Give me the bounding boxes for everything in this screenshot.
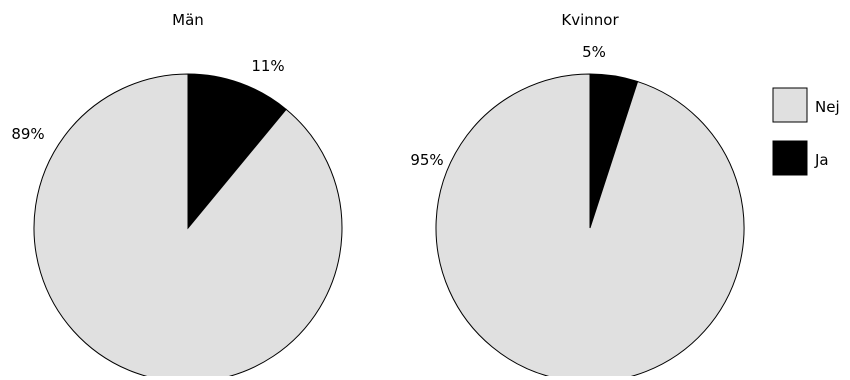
chart-title-man: Män — [172, 11, 204, 29]
pie-slices-kvinnor — [435, 73, 745, 380]
legend: Nej Ja — [772, 87, 840, 176]
pie-slices-man — [33, 73, 343, 380]
legend-label-nej: Nej — [815, 98, 840, 116]
pie-slice-man-ja — [187, 73, 287, 230]
pie-chart-kvinnor: Kvinnor 95% 5% — [410, 11, 745, 380]
pie-chart-man: Män 89% 11% — [11, 11, 343, 380]
chart-title-kvinnor: Kvinnor — [561, 11, 619, 29]
pie-slice-man-nej — [33, 73, 343, 380]
slice-label-man-ja: 11% — [251, 57, 284, 75]
legend-label-ja: Ja — [814, 151, 829, 169]
legend-swatch-ja — [772, 140, 808, 176]
legend-swatch-nej — [772, 87, 808, 123]
slice-label-man-nej: 89% — [11, 125, 44, 143]
slice-label-kvinnor-nej: 95% — [410, 151, 443, 169]
slice-label-kvinnor-ja: 5% — [582, 43, 606, 61]
pie-slice-kvinnor-nej — [435, 73, 745, 380]
